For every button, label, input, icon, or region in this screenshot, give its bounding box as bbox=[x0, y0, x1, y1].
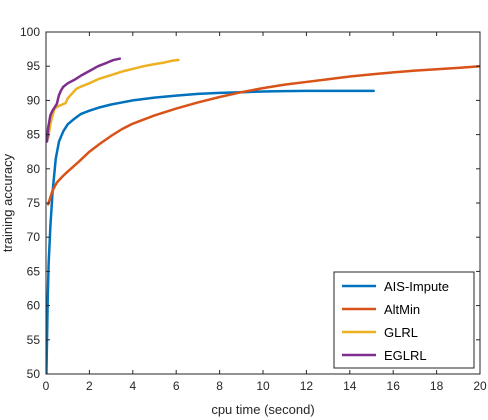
series-line-ais-impute bbox=[46, 89, 375, 374]
x-tick-label: 20 bbox=[473, 379, 487, 393]
legend-box bbox=[333, 271, 475, 369]
legend-label-ais-impute: AIS-Impute bbox=[384, 279, 449, 294]
x-tick-label: 6 bbox=[173, 379, 180, 393]
series-layer bbox=[46, 57, 480, 374]
y-axis-label: training accuracy bbox=[0, 153, 15, 252]
x-tick-label: 16 bbox=[387, 379, 401, 393]
y-tick-label: 90 bbox=[27, 93, 41, 107]
x-tick-label: 10 bbox=[256, 379, 270, 393]
y-tick-label: 100 bbox=[20, 25, 40, 39]
legend-label-eglrl: EGLRL bbox=[384, 348, 427, 363]
x-tick-label: 18 bbox=[430, 379, 444, 393]
x-tick-label: 4 bbox=[129, 379, 136, 393]
y-tick-label: 55 bbox=[27, 333, 41, 347]
y-tick-label: 50 bbox=[27, 367, 41, 381]
legend-label-glrl: GLRL bbox=[384, 325, 418, 340]
legend: AIS-Impute AltMin GLRL EGLRL bbox=[333, 271, 475, 369]
y-tick-label: 75 bbox=[27, 196, 41, 210]
x-tick-label: 0 bbox=[43, 379, 50, 393]
y-tick-label: 85 bbox=[27, 128, 41, 142]
y-tick-label: 95 bbox=[27, 59, 41, 73]
y-tick-label: 80 bbox=[27, 162, 41, 176]
tick-layer: 0 2 4 6 8 10 12 14 16 18 20 50 55 60 65 70 75 80 85 90 95 100 bbox=[20, 25, 487, 393]
y-tick-label: 60 bbox=[27, 299, 41, 313]
x-tick-label: 2 bbox=[86, 379, 93, 393]
y-tick-label: 65 bbox=[27, 264, 41, 278]
series-line-glrl bbox=[46, 58, 180, 140]
legend-label-altmin: AltMin bbox=[384, 302, 420, 317]
x-tick-label: 14 bbox=[343, 379, 357, 393]
y-tick-label: 70 bbox=[27, 230, 41, 244]
x-axis-label: cpu time (second) bbox=[211, 402, 314, 417]
series-line-eglrl bbox=[46, 57, 122, 143]
x-tick-label: 8 bbox=[216, 379, 223, 393]
x-tick-label: 12 bbox=[300, 379, 314, 393]
series-line-altmin bbox=[46, 64, 480, 206]
